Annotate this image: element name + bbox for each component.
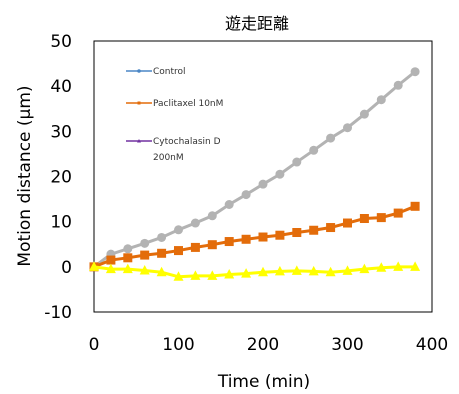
series-1 [89,201,420,272]
data-point [241,190,251,200]
data-point [123,244,133,254]
data-point [258,179,268,189]
x-tick-label: 0 [89,335,100,355]
data-point [359,263,370,274]
data-point [207,270,218,280]
y-tick-label: 30 [50,122,72,142]
data-point [174,246,183,256]
data-point [106,255,116,265]
data-point [123,253,133,263]
series-0 [89,67,420,272]
y-tick-label: -10 [44,303,72,323]
legend-item-0: Control [126,67,186,77]
legend-item-2: Cytochalasin D 200nM [126,137,221,163]
series-layer [89,67,421,281]
data-point [140,238,150,248]
data-point [275,230,285,240]
data-point [326,223,336,233]
data-point [376,262,387,272]
data-point [274,265,285,276]
data-point [241,268,252,278]
y-tick-label: 10 [50,213,72,233]
data-point [89,261,99,271]
data-point [343,123,352,133]
data-point [224,269,235,279]
data-point [291,265,302,275]
data-point [376,95,386,105]
legend-label: Cytochalasin D [153,137,221,147]
legend-item-1: Paclitaxel 10nM [126,99,223,109]
legend-label: 200nM [153,153,184,163]
data-point [325,266,336,277]
data-point [258,232,268,242]
data-point [410,261,421,271]
x-axis-ticks: 0 100 200 300 400 [89,335,449,355]
data-point [309,225,319,235]
x-tick-label: 100 [162,335,194,355]
data-point [410,201,420,211]
y-tick-label: 50 [50,32,72,52]
legend-swatch-marker [137,101,141,105]
y-tick-label: 0 [61,258,72,278]
data-point [174,225,183,235]
data-point [156,266,167,277]
x-axis-title: Time (min) [217,372,310,392]
x-tick-label: 200 [247,335,279,355]
x-tick-label: 400 [416,335,448,355]
y-axis-ticks: -10 0 10 20 30 40 50 [44,32,72,323]
data-point [376,213,386,223]
legend-label: Paclitaxel 10nM [153,99,223,109]
data-point [359,214,369,224]
data-point [157,232,167,242]
data-point [190,242,200,252]
data-point [393,80,403,90]
data-point [105,263,116,274]
legend-swatch-marker [137,139,141,143]
data-point [139,264,150,275]
legend-swatch-marker [137,69,141,73]
data-point [292,228,302,238]
data-point [309,145,319,155]
data-point [393,261,404,271]
data-point [393,208,403,218]
data-point [224,200,234,210]
y-tick-label: 40 [50,77,72,97]
plot-area-border [93,40,433,313]
data-point [343,218,352,228]
data-point [359,109,369,119]
data-point [258,266,268,277]
data-point [207,240,217,250]
data-point [207,211,217,221]
data-point [224,237,234,247]
data-point [410,67,420,77]
data-point [308,265,319,276]
data-point [190,270,201,280]
y-axis-title: Motion distance (μm) [15,85,35,266]
data-point [326,133,336,143]
data-point [157,248,167,258]
data-point [292,157,302,167]
data-point [173,271,184,281]
series-2 [89,261,421,281]
data-point [122,263,133,274]
data-point [140,250,150,260]
legend: Control Paclitaxel 10nM Cytochalasin D 200n… [126,67,223,163]
data-point [190,218,200,228]
data-point [275,169,285,179]
chart-title: 遊走距離 [225,14,289,33]
y-tick-label: 20 [50,168,72,188]
legend-label: Control [153,67,186,77]
data-point [342,265,353,275]
x-tick-label: 300 [331,335,363,355]
data-point [241,234,251,244]
